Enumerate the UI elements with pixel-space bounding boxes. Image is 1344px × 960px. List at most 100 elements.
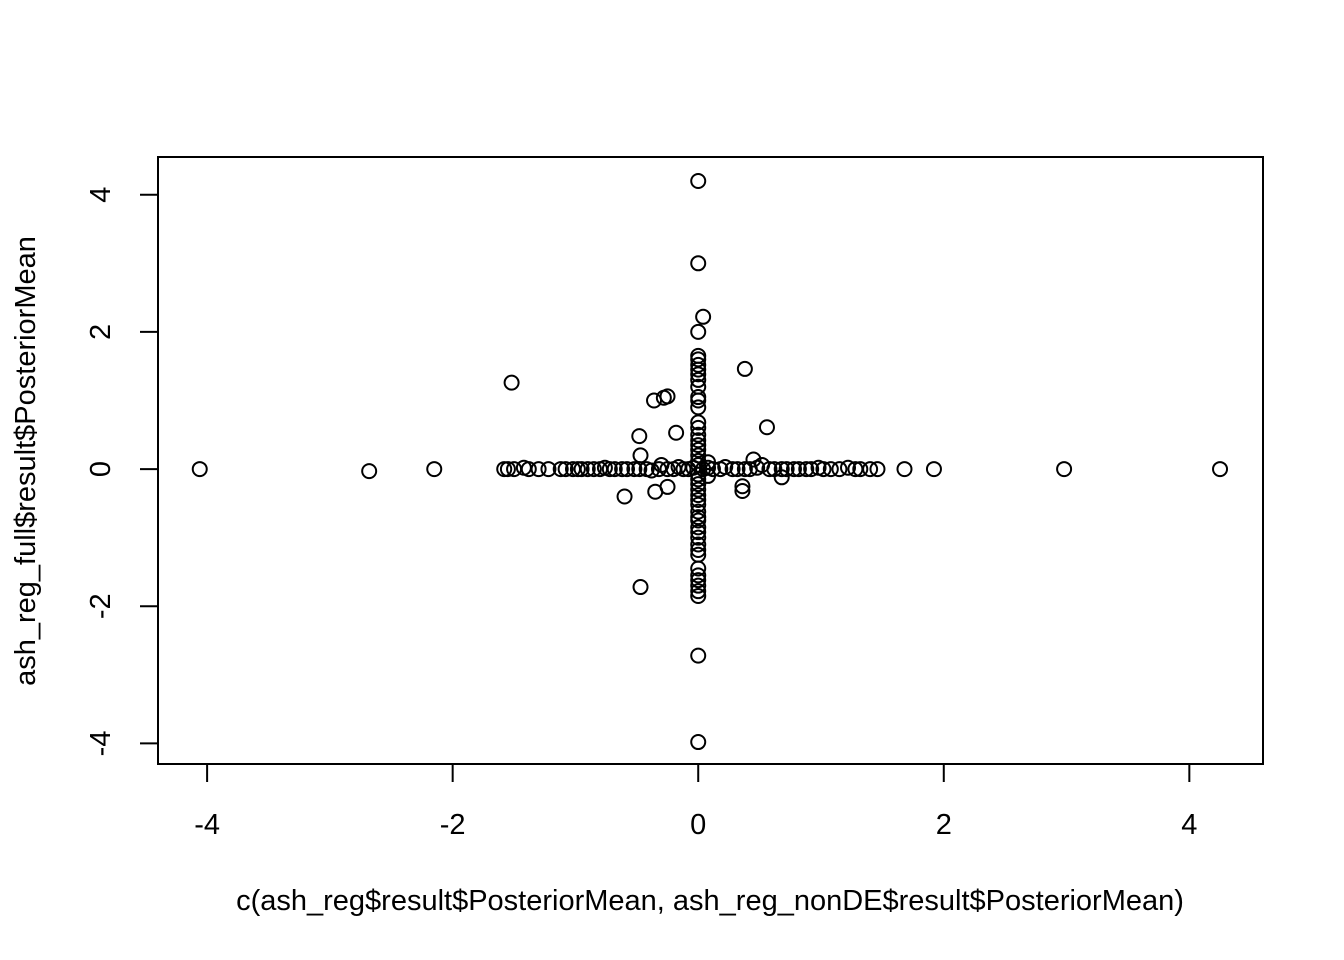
data-point (690, 426, 707, 443)
data-point (690, 476, 707, 493)
data-point (632, 579, 649, 596)
data-point (690, 361, 707, 378)
data-point (690, 437, 707, 454)
data-point (690, 432, 707, 449)
data-point (690, 323, 707, 340)
data-point (646, 392, 663, 409)
data-point (579, 461, 596, 478)
data-point (503, 374, 520, 391)
data-point (717, 459, 734, 476)
data-point (690, 392, 707, 409)
data-point (925, 461, 942, 478)
data-point (675, 461, 692, 478)
data-point (690, 734, 707, 751)
data-point (690, 583, 707, 600)
data-point (606, 461, 623, 478)
data-point (734, 478, 751, 495)
data-point (616, 488, 633, 505)
y-tick-label: -2 (85, 593, 117, 619)
data-point (690, 491, 707, 508)
data-point (690, 441, 707, 458)
data-point (1056, 461, 1073, 478)
data-point (690, 587, 707, 604)
data-point (530, 461, 547, 478)
y-tick-label: 0 (85, 461, 117, 477)
data-point (690, 356, 707, 373)
data-point (690, 567, 707, 584)
data-point (896, 461, 913, 478)
data-point (704, 461, 721, 478)
data-point (778, 461, 795, 478)
y-tick-label: 4 (85, 187, 117, 203)
data-point (557, 461, 574, 478)
data-point (729, 461, 746, 478)
data-point (552, 461, 569, 478)
data-point (631, 461, 648, 478)
data-point (695, 308, 712, 325)
data-point (632, 447, 649, 464)
data-point (659, 461, 676, 478)
data-point (766, 461, 783, 478)
data-point (862, 461, 879, 478)
data-point (426, 461, 443, 478)
data-point (690, 536, 707, 553)
y-axis-title: ash_reg_full$result$PosteriorMean (10, 236, 42, 686)
data-point (585, 461, 602, 478)
data-point (852, 461, 869, 478)
data-point (690, 255, 707, 272)
data-point (499, 461, 516, 478)
data-point (690, 399, 707, 416)
data-point (690, 560, 707, 577)
data-point (520, 461, 537, 478)
data-point (690, 519, 707, 536)
x-tick-label: 0 (690, 809, 706, 841)
data-point (690, 487, 707, 504)
data-point (690, 577, 707, 594)
data-point (734, 483, 751, 500)
data-point (790, 461, 807, 478)
data-point (840, 459, 857, 476)
y-axis: -4 -2 0 2 4 (85, 187, 159, 757)
data-point (573, 461, 590, 478)
data-point (690, 419, 707, 436)
data-point (773, 461, 790, 478)
data-point (869, 461, 886, 478)
data-point (601, 461, 618, 478)
x-tick-label: 4 (1181, 809, 1197, 841)
data-point (690, 542, 707, 559)
data-point (690, 414, 707, 431)
data-point (690, 173, 707, 190)
data-point (798, 461, 815, 478)
data-point (785, 461, 802, 478)
data-points (191, 173, 1229, 751)
data-point (724, 461, 741, 478)
data-point (822, 461, 839, 478)
data-point (614, 461, 631, 478)
data-point (773, 469, 790, 486)
data-point (815, 461, 832, 478)
data-point (1212, 461, 1229, 478)
data-point (540, 461, 557, 478)
data-point (659, 478, 676, 495)
data-point (655, 389, 672, 406)
data-point (361, 463, 378, 480)
data-point (745, 451, 762, 468)
data-point (668, 424, 685, 441)
data-point (631, 428, 648, 445)
x-tick-label: 2 (936, 809, 952, 841)
x-axis-title: c(ash_reg$result$PosteriorMean, ash_reg_… (236, 885, 1184, 917)
data-point (736, 461, 753, 478)
data-point (690, 512, 707, 529)
data-point (803, 461, 820, 478)
data-point (758, 419, 775, 436)
data-point (690, 496, 707, 513)
data-point (690, 351, 707, 368)
data-point (690, 481, 707, 498)
data-point (690, 524, 707, 541)
data-point (626, 461, 643, 478)
y-tick-label: -4 (85, 731, 117, 757)
data-point (736, 360, 753, 377)
data-point (191, 461, 208, 478)
y-tick-label: 2 (85, 324, 117, 340)
